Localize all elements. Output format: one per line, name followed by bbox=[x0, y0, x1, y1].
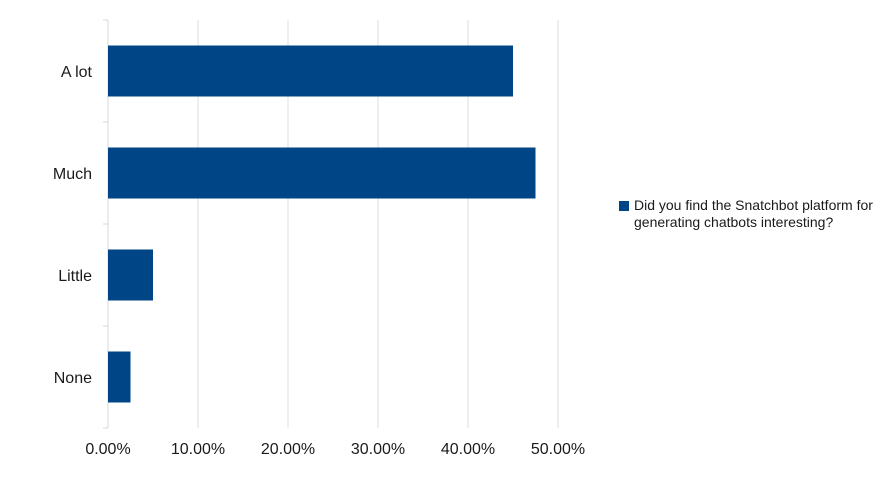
legend-label: Did you find the Snatchbot platform for … bbox=[634, 197, 873, 230]
x-tick-label: 10.00% bbox=[171, 441, 225, 458]
bar bbox=[108, 147, 536, 199]
legend: Did you find the Snatchbot platform for … bbox=[619, 197, 884, 231]
category-label: None bbox=[54, 370, 92, 387]
category-label: Much bbox=[53, 166, 92, 183]
x-tick-label: 20.00% bbox=[261, 441, 315, 458]
bars bbox=[108, 45, 536, 403]
x-tick-label: 0.00% bbox=[85, 441, 130, 458]
x-tick-label: 50.00% bbox=[531, 441, 585, 458]
labels: 0.00% 10.00% 20.00% 30.00% 40.00% 50.00% A lot… bbox=[53, 64, 585, 458]
x-tick-label: 30.00% bbox=[351, 441, 405, 458]
bar bbox=[108, 45, 513, 97]
x-tick-label: 40.00% bbox=[441, 441, 495, 458]
axes bbox=[103, 19, 109, 429]
bar bbox=[108, 249, 153, 301]
legend-swatch bbox=[619, 201, 629, 211]
bar bbox=[108, 351, 131, 403]
category-label: A lot bbox=[61, 64, 93, 81]
category-label: Little bbox=[58, 268, 92, 285]
